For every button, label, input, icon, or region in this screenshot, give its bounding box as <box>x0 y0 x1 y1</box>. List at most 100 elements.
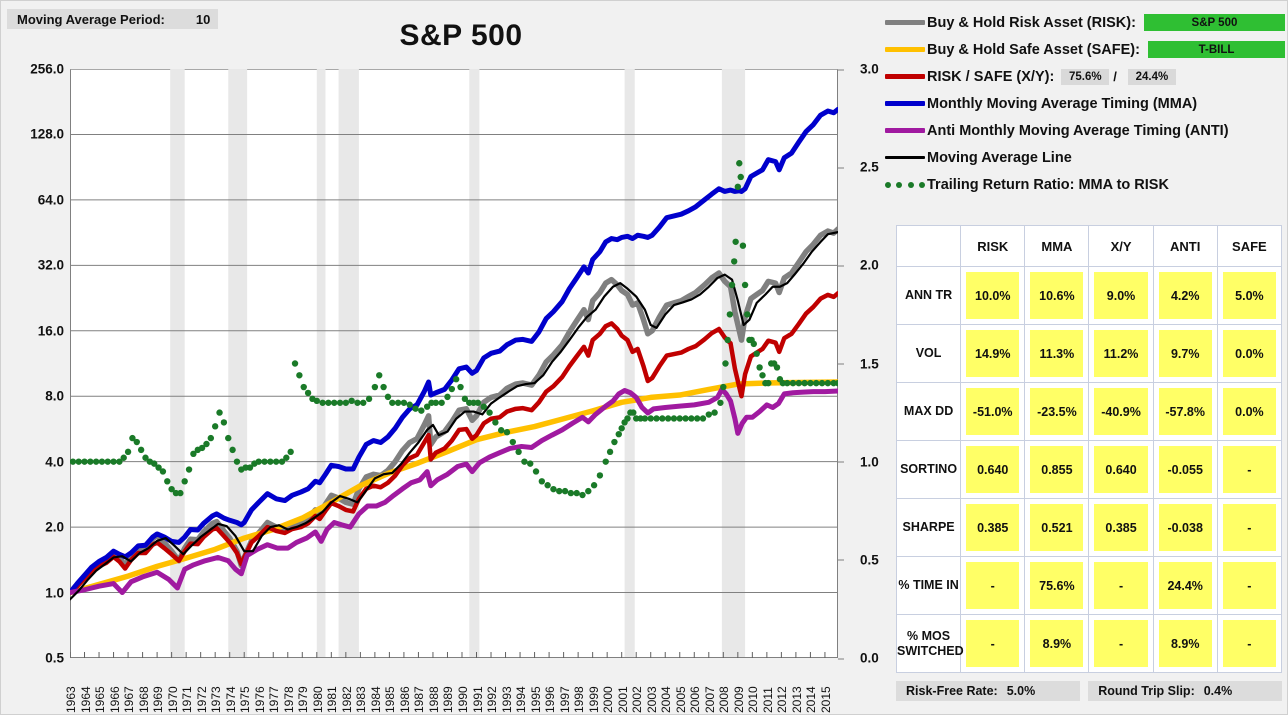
legend-item: Anti Monthly Moving Average Timing (ANTI… <box>885 117 1285 144</box>
moving-average-period-control[interactable]: Moving Average Period: 10 <box>7 9 218 29</box>
data-series-line <box>70 386 838 596</box>
data-point <box>556 487 563 495</box>
table-cell-value: 0.640 <box>966 446 1020 493</box>
safe-allocation-value[interactable]: 24.4% <box>1127 68 1176 85</box>
table-cell-value: 8.9% <box>1030 620 1084 667</box>
risk-free-rate-value[interactable]: 5.0% <box>1006 684 1036 698</box>
legend-label: Moving Average Line <box>927 149 1072 166</box>
table-row: SORTINO 0.640 0.855 0.640 -0.055- <box>895 440 1283 499</box>
x-axis-tick-label: 1999 <box>586 686 601 713</box>
table-row: % TIME IN -75.6% -24.4% - <box>895 556 1283 615</box>
x-axis-tick-label: 1986 <box>397 686 412 713</box>
statistics-table: RISK MMA X/Y ANTI SAFE ANN TR 10.0% 10.6% 9.0% 4… <box>895 225 1283 673</box>
table-row-header: % TIME IN <box>895 556 962 615</box>
plot-background <box>70 69 838 658</box>
round-trip-slip-label: Round Trip Slip: <box>1098 684 1195 698</box>
x-axis-tick-label: 1973 <box>209 686 224 713</box>
data-point <box>229 446 236 454</box>
data-point <box>159 468 167 475</box>
x-axis-tick-label: 1968 <box>136 686 151 713</box>
x-axis-tick-label: 1979 <box>296 686 311 713</box>
y-axis-left-tick-label: 8.0 <box>45 388 64 404</box>
table-cell-value: -23.5% <box>1030 388 1084 435</box>
data-point <box>602 458 609 465</box>
data-point <box>380 383 387 391</box>
data-point <box>313 397 321 405</box>
risk-free-rate-control[interactable]: Risk-Free Rate: 5.0% <box>896 681 1081 701</box>
data-series-line <box>70 106 838 596</box>
data-point <box>342 399 350 406</box>
x-axis-tick-label: 1982 <box>339 686 354 713</box>
data-point <box>75 458 82 465</box>
data-point <box>216 409 223 416</box>
table-cell: 0.0% <box>1216 324 1283 383</box>
data-point <box>203 440 210 448</box>
data-point <box>532 468 540 475</box>
data-point <box>807 379 814 387</box>
table-cell-value: -0.055 <box>1158 446 1212 493</box>
data-point <box>87 458 94 465</box>
data-point <box>120 454 127 461</box>
recession-band <box>469 69 480 658</box>
table-cell-value: 24.4% <box>1158 562 1212 609</box>
data-point <box>765 379 772 387</box>
x-axis-tick-label: 1981 <box>325 686 340 713</box>
table-row-header: % MOS SWITCHED <box>895 614 964 673</box>
legend-label: Trailing Return Ratio: MMA to RISK <box>927 176 1169 193</box>
moving-average-period-value[interactable]: 10 <box>195 11 211 27</box>
data-point <box>720 383 727 391</box>
statistics-table-body: ANN TR 10.0% 10.6% 9.0% 4.2% 5.0% VOL 14.9% 11.3… <box>895 266 1283 673</box>
table-cell-value: 11.3% <box>1030 330 1084 377</box>
data-point <box>724 336 731 344</box>
x-axis-tick-label: 2010 <box>746 686 761 713</box>
table-cell: -40.9% <box>1088 382 1154 441</box>
x-axis-tick-label: 1970 <box>165 686 180 713</box>
data-point <box>647 415 654 422</box>
data-point <box>181 478 188 485</box>
round-trip-slip-control[interactable]: Round Trip Slip: 0.4% <box>1088 681 1282 701</box>
data-point <box>486 409 493 416</box>
table-cell-value: 4.2% <box>1158 272 1212 319</box>
data-point <box>682 415 689 422</box>
data-point <box>354 399 361 406</box>
recession-band <box>228 69 248 658</box>
data-point <box>70 458 77 465</box>
y-axis-left-tick-label: 256.0 <box>30 61 64 77</box>
y-axis-left-tick-label: 32.0 <box>37 257 64 273</box>
table-cell-value: -40.9% <box>1094 388 1148 435</box>
legend-item: Buy & Hold Safe Asset (SAFE): T-BILL <box>885 36 1285 63</box>
legend-asset-badge[interactable]: T-BILL <box>1147 41 1285 58</box>
table-row-header: SHARPE <box>895 498 962 557</box>
y-axis-left-tick-label: 128.0 <box>30 126 64 142</box>
table-row: SHARPE 0.385 0.521 0.385 -0.038- <box>895 498 1283 557</box>
data-point <box>461 395 469 403</box>
data-point <box>211 423 219 430</box>
legend-label: Anti Monthly Moving Average Timing (ANTI… <box>927 122 1229 139</box>
table-cell: -0.038 <box>1152 498 1218 557</box>
table-cell: 8.9% <box>1024 614 1090 673</box>
x-axis-tick-label: 1969 <box>151 686 166 713</box>
recession-band <box>338 69 359 658</box>
table-column-header: X/Y <box>1088 225 1154 267</box>
x-axis-tick-label: 2001 <box>615 686 630 713</box>
y-axis-right-tick-mark <box>838 167 844 169</box>
table-cell: 10.0% <box>960 266 1026 325</box>
data-point <box>168 485 175 493</box>
data-point <box>246 464 254 471</box>
data-point <box>278 458 286 465</box>
table-cell-value: - <box>1222 446 1276 493</box>
x-axis-tick-label: 1972 <box>194 686 209 713</box>
round-trip-slip-value[interactable]: 0.4% <box>1203 684 1233 698</box>
x-axis-tick-label: 1983 <box>354 686 369 713</box>
legend-item: Trailing Return Ratio: MMA to RISK <box>885 171 1285 198</box>
table-cell-value: 75.6% <box>1030 562 1084 609</box>
legend-item: Moving Average Line <box>885 144 1285 171</box>
legend-item: Buy & Hold Risk Asset (RISK): S&P 500 <box>885 9 1285 36</box>
data-point <box>606 448 614 456</box>
data-point <box>659 415 666 422</box>
x-axis-tick-label: 1984 <box>368 686 383 713</box>
risk-allocation-value[interactable]: 75.6% <box>1061 68 1110 85</box>
table-cell: - <box>960 556 1026 615</box>
x-axis-tick-label: 1987 <box>412 686 427 713</box>
legend-asset-badge[interactable]: S&P 500 <box>1143 14 1285 31</box>
